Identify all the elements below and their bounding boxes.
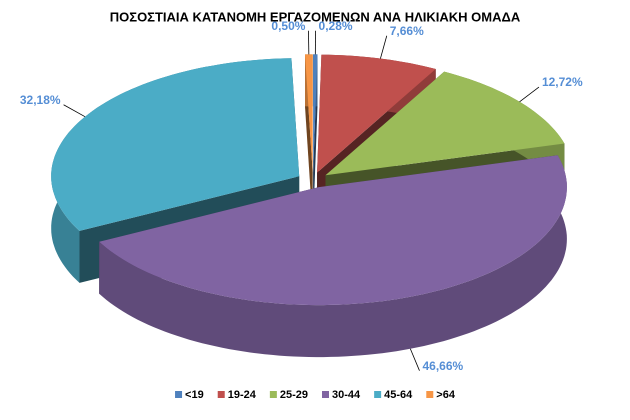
value-label: 7,66%	[390, 24, 424, 38]
legend-label: 30-44	[332, 389, 361, 401]
leader-line	[519, 86, 540, 103]
slice	[325, 71, 565, 176]
slice	[313, 54, 318, 173]
value-label: 12,72%	[542, 75, 583, 89]
legend-label: >64	[436, 389, 456, 401]
value-label: 46,66%	[422, 359, 463, 373]
legend-label: <19	[185, 389, 204, 401]
chart-title: ΠΟΣΟΣΤΙΑΙΑ ΚΑΤΑΝΟΜΗ ΕΡΓΑΖΟΜΕΝΩΝ ΑΝΑ ΗΛΙΚ…	[110, 9, 521, 24]
leader-line	[63, 104, 86, 118]
legend: <19 19-24 25-29 30-44 45-64 >64	[175, 389, 456, 401]
leader-line	[409, 348, 420, 371]
slice	[317, 54, 436, 173]
leader-line	[380, 35, 388, 59]
legend-swatch	[426, 391, 434, 398]
legend-label: 25-29	[280, 389, 308, 401]
slice-rim	[99, 155, 567, 358]
slice	[51, 58, 300, 231]
slice	[305, 54, 313, 173]
value-label: 0,50%	[271, 19, 305, 33]
value-label: 0,28%	[319, 19, 353, 33]
slice	[99, 155, 567, 306]
legend-swatch	[269, 391, 277, 398]
legend-swatch	[322, 391, 329, 398]
legend-swatch	[217, 391, 225, 398]
legend-swatch	[175, 391, 183, 398]
legend-label: 45-64	[384, 389, 413, 401]
legend-label: 19-24	[228, 389, 257, 401]
value-label: 32,18%	[20, 93, 61, 107]
legend-swatch	[374, 391, 382, 398]
